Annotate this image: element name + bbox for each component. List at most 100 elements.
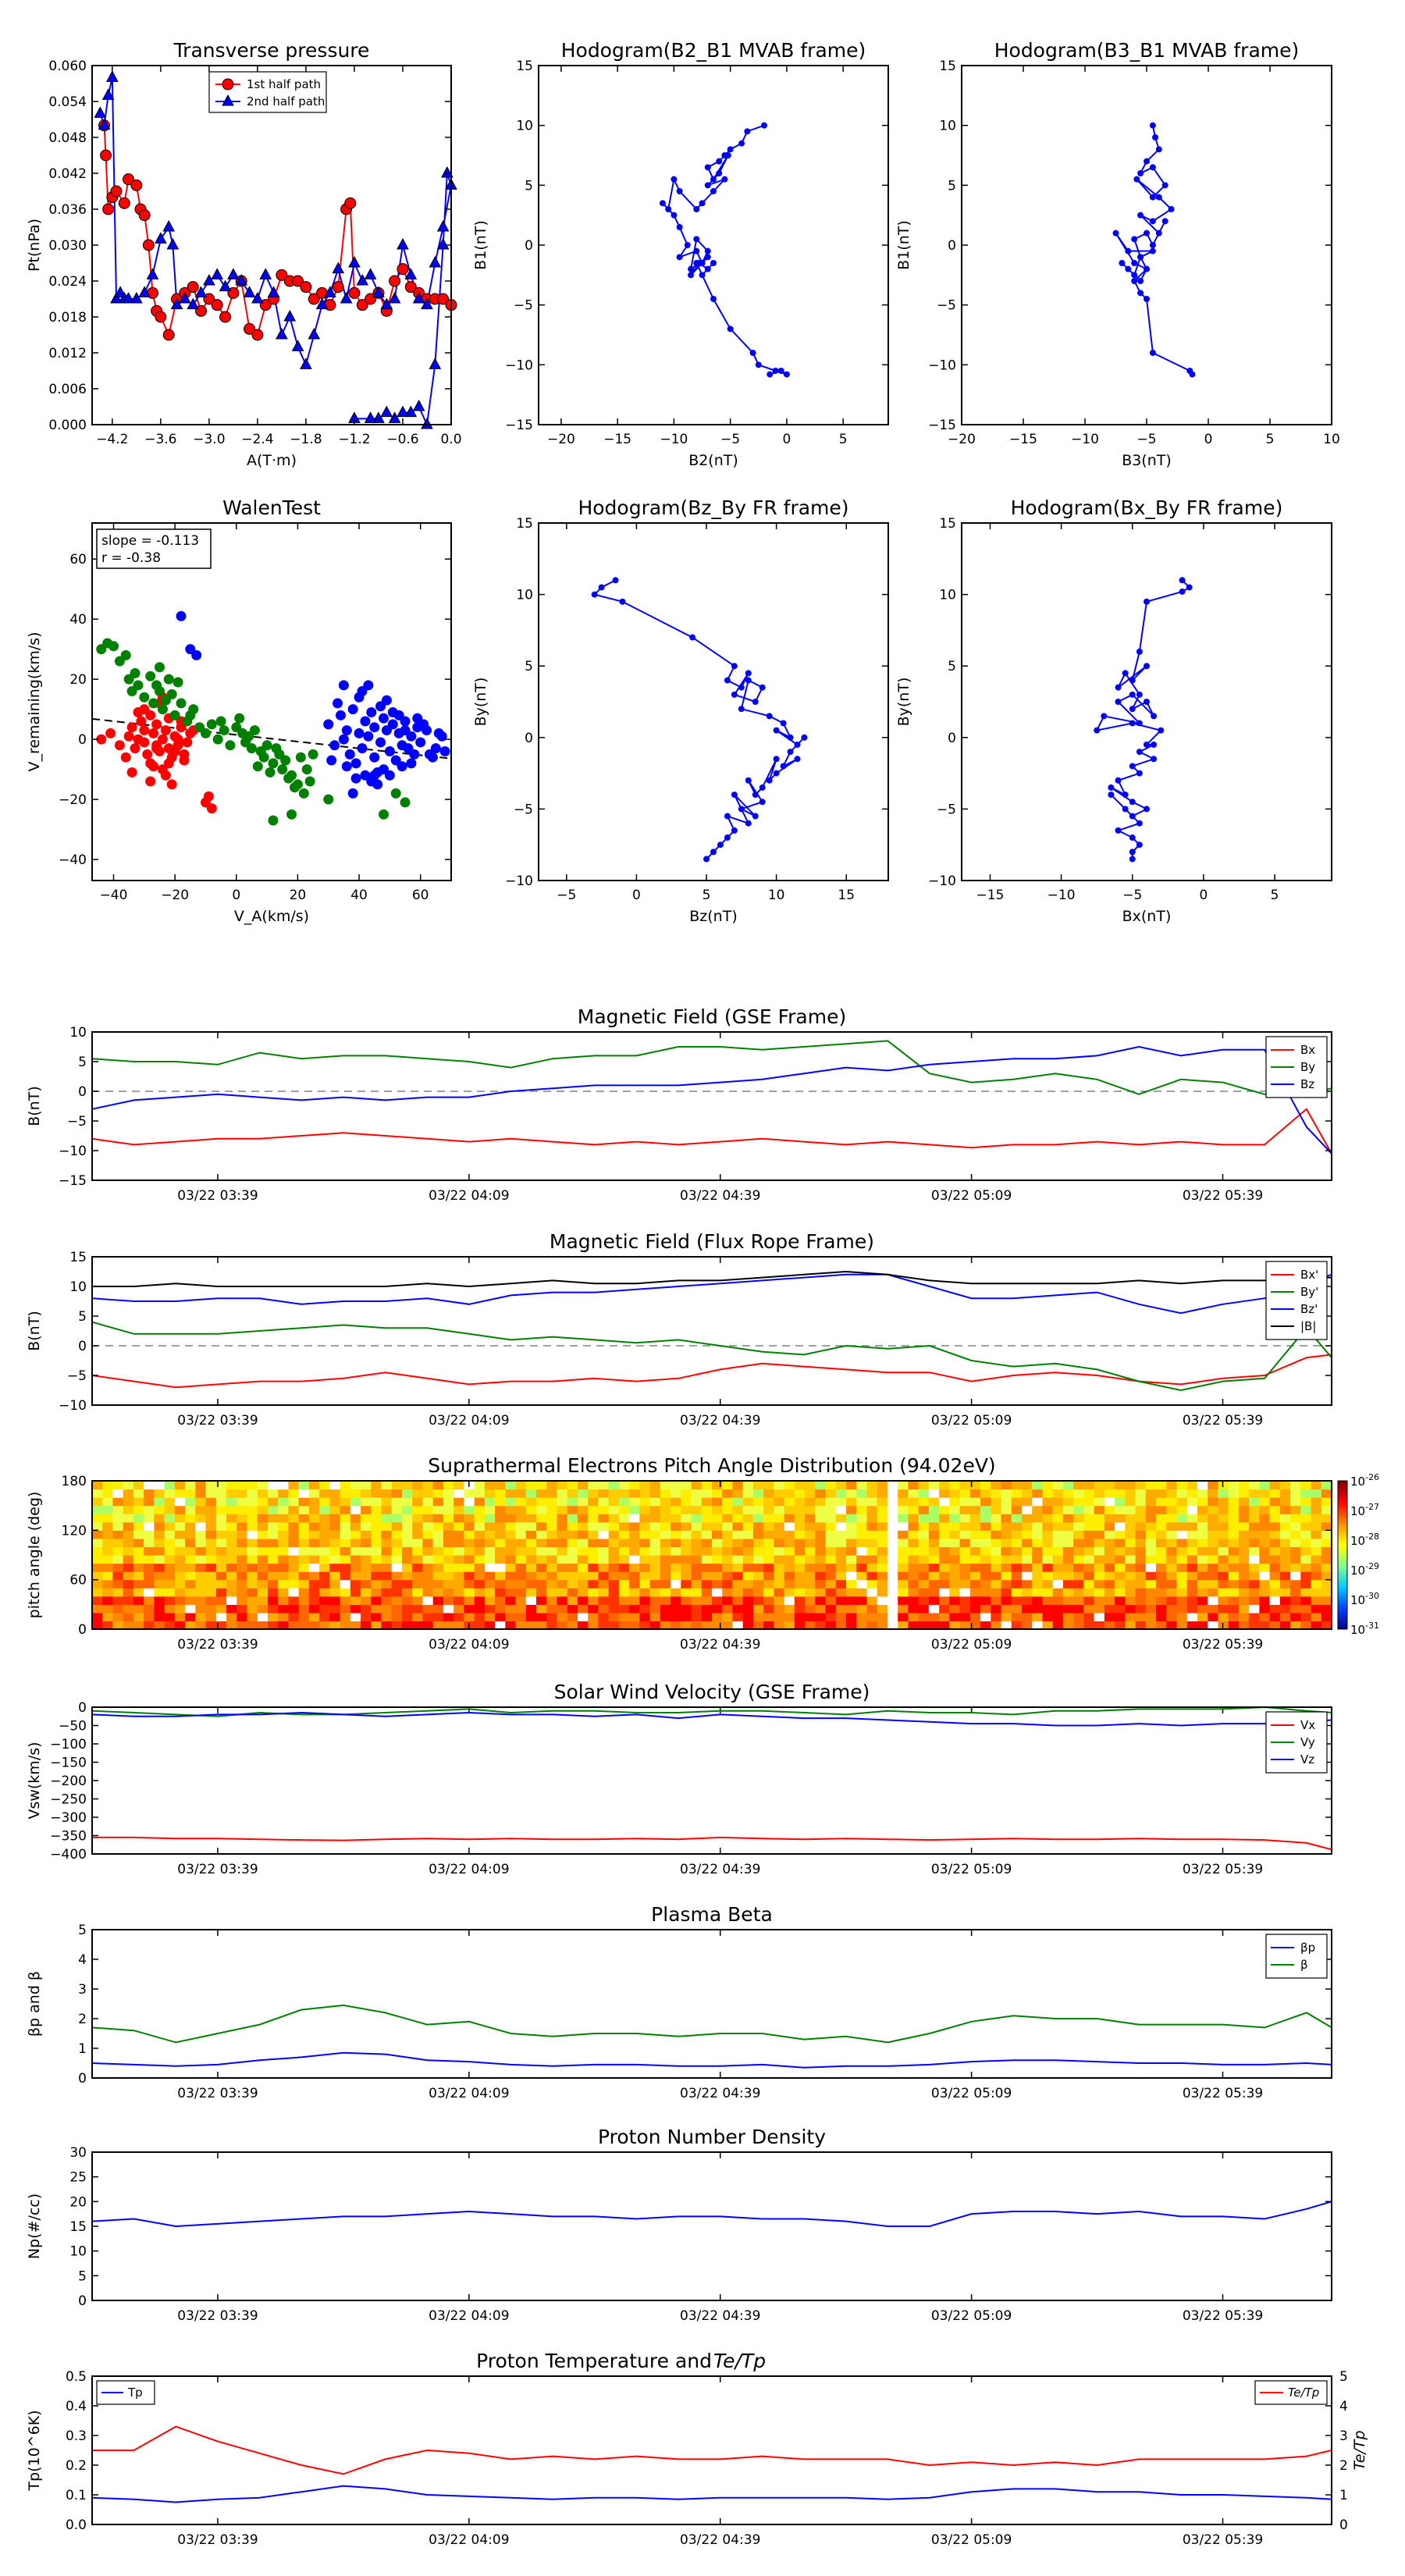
pad-cell [340,1555,351,1564]
pad-cell [1300,1579,1312,1589]
pad-cell [536,1538,547,1548]
pad-cell [567,1521,578,1531]
pad-cell [174,1604,186,1614]
pad-cell [484,1571,496,1581]
pad-cell [1279,1588,1291,1597]
pad-cell [949,1530,961,1539]
pad-cell [1186,1612,1198,1622]
pad-cell [267,1530,279,1539]
pad-cell [898,1621,909,1630]
pad-cell [432,1546,444,1556]
pad-cell [237,1588,248,1597]
pad-cell [1062,1521,1074,1531]
temp-ytick-right-label: 0 [1339,2517,1348,2533]
pad-cell [474,1555,486,1564]
pad-cell [1125,1514,1136,1523]
h4-point [1129,799,1136,806]
vsw-ytick-label: −400 [50,1847,87,1863]
pad-cell [308,1538,320,1548]
pad-cell [381,1571,393,1581]
pad-cell [164,1571,176,1581]
pad-cell [288,1530,300,1539]
pad-cell [1042,1571,1054,1581]
pad-cell [195,1489,207,1498]
pad-cell [1135,1588,1147,1597]
h1-point [684,242,691,248]
pad-cell [154,1497,165,1507]
pad-cell [649,1505,661,1514]
pad-cell [391,1579,403,1589]
pad-cell [319,1514,330,1523]
pad-cell [278,1621,290,1630]
pad-cell [1115,1489,1126,1498]
pad-cell [1249,1604,1260,1614]
pad-cell [1311,1546,1322,1556]
pad-cell [391,1514,403,1523]
pad-cell [247,1579,258,1589]
pad-cell [1238,1612,1250,1622]
pad-cell [1218,1612,1229,1622]
tp-point [179,291,191,304]
pad-cell [681,1579,692,1589]
mag_fr-legend-label: Bz' [1300,1302,1318,1316]
pad-cell [525,1612,537,1622]
pad-cell [215,1604,227,1614]
pad-cell [588,1596,599,1605]
pad-cell [247,1481,258,1490]
pad-cell [608,1530,620,1539]
pad-cell [278,1530,290,1539]
pad-cell [742,1621,754,1630]
pad-cell [1156,1579,1167,1589]
pad-cell [1156,1481,1167,1490]
pad-cell [928,1563,940,1572]
pad-cell [691,1604,702,1614]
pad-cell [732,1546,744,1556]
pad-cell [1145,1555,1157,1564]
pad-cell [443,1521,454,1531]
pad-cell [1083,1555,1095,1564]
pad-cell [1300,1571,1312,1581]
pad-cell [1001,1588,1012,1597]
pad-cell [1238,1621,1250,1630]
tp-point [429,255,442,268]
pad-cell [691,1530,702,1539]
pad-cell [722,1571,734,1581]
pad-cell [815,1497,827,1507]
pad-cell [391,1530,403,1539]
temp-ytick-right-label: 5 [1339,2369,1348,2385]
pad-cell [1062,1579,1074,1589]
h1-point [704,254,711,261]
pad-cell [340,1571,351,1581]
pad-cell [732,1621,744,1630]
pad-cell [742,1489,754,1498]
pad-cell [350,1579,361,1589]
pad-cell [1022,1579,1033,1589]
pad-cell [1001,1596,1012,1605]
pad-cell [1125,1546,1136,1556]
pad-cell [1135,1514,1147,1523]
tp-ytick-label: 0.036 [48,202,87,218]
pad-cell [164,1497,176,1507]
pad-cell [1042,1489,1054,1498]
pad-cell [1269,1514,1281,1523]
pad-cell [525,1538,537,1548]
temp-title: Proton Temperature and [476,2350,712,2372]
walen-point [363,680,374,691]
tp-point [397,237,409,250]
pad-cell [1269,1481,1281,1490]
pad-cell [102,1621,114,1630]
h1-point [738,140,745,147]
pad-colorbar-label: 10-27 [1350,1502,1379,1518]
pad-cell [794,1538,806,1548]
pad-cell [515,1497,527,1507]
pad-cell [939,1497,950,1507]
pad-cell [1249,1481,1260,1490]
pad-cell [1300,1621,1312,1630]
pad-cell [567,1596,578,1605]
pad-cell [805,1621,816,1630]
pad-cell [215,1579,227,1589]
pad-cell [598,1489,610,1498]
h2-point [1149,122,1156,129]
pad-cell [505,1596,517,1605]
pad-cell [856,1612,868,1622]
